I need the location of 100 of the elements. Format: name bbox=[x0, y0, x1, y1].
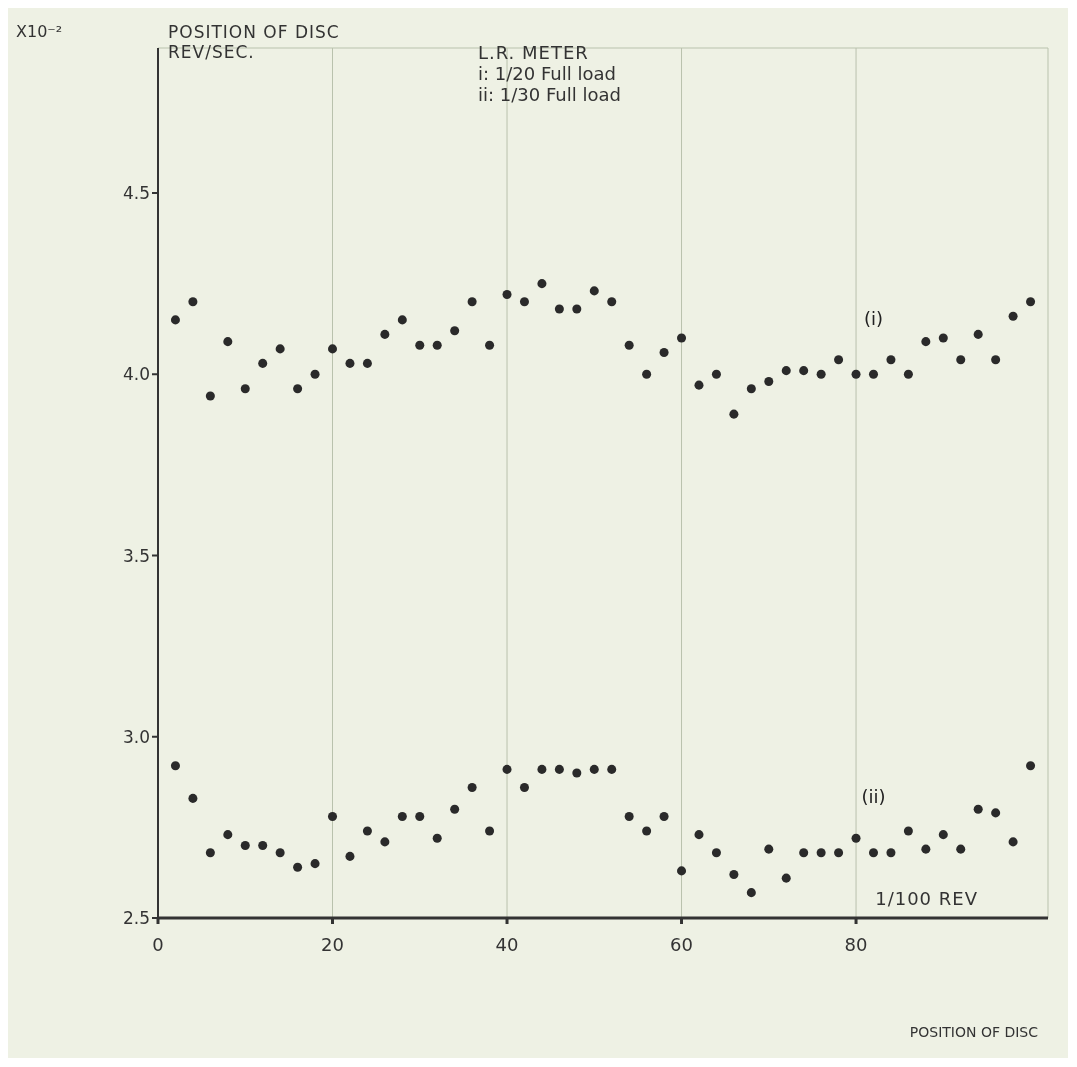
point bbox=[310, 369, 320, 379]
point bbox=[642, 826, 652, 836]
point bbox=[415, 340, 425, 350]
point bbox=[275, 848, 285, 858]
point bbox=[694, 380, 704, 390]
point bbox=[694, 830, 704, 840]
point bbox=[991, 355, 1001, 365]
point bbox=[467, 782, 477, 793]
point bbox=[293, 862, 303, 872]
point bbox=[485, 826, 495, 836]
point bbox=[642, 369, 652, 379]
chart-title: L.R. METER bbox=[478, 42, 590, 63]
x-axis-title: 1/100 REV bbox=[875, 888, 978, 909]
point bbox=[886, 848, 896, 858]
point bbox=[170, 761, 180, 771]
point bbox=[258, 358, 268, 368]
point bbox=[991, 808, 1001, 818]
point bbox=[554, 764, 564, 774]
point bbox=[432, 833, 442, 843]
series-label: (ii) bbox=[861, 786, 886, 808]
point bbox=[572, 768, 582, 778]
point bbox=[1026, 297, 1036, 307]
point bbox=[677, 333, 687, 343]
point bbox=[589, 764, 599, 774]
point bbox=[554, 304, 564, 314]
point bbox=[764, 376, 774, 387]
point bbox=[624, 811, 634, 822]
point bbox=[607, 297, 617, 307]
point bbox=[502, 289, 512, 300]
point bbox=[921, 337, 931, 347]
point bbox=[572, 304, 582, 314]
point bbox=[764, 844, 774, 854]
point bbox=[467, 297, 477, 307]
point bbox=[328, 811, 338, 822]
point bbox=[659, 811, 669, 822]
point bbox=[938, 830, 948, 840]
point bbox=[345, 851, 355, 861]
point bbox=[746, 384, 756, 394]
point bbox=[868, 369, 878, 379]
point bbox=[205, 391, 215, 401]
x-tick-label: 60 bbox=[670, 933, 693, 955]
point bbox=[519, 782, 529, 793]
point bbox=[886, 355, 896, 365]
point bbox=[973, 804, 983, 814]
y-axis-title: POSITION OF DISC REV/SEC. bbox=[168, 22, 341, 62]
point bbox=[328, 344, 338, 354]
annotation: i: 1/20 Full load bbox=[478, 63, 617, 84]
point bbox=[415, 811, 425, 822]
point bbox=[537, 764, 547, 774]
annotation: ii: 1/30 Full load bbox=[478, 84, 621, 105]
x-tick-label: 80 bbox=[844, 933, 868, 955]
point bbox=[502, 764, 512, 774]
y-tick-label: 2.5 bbox=[122, 908, 150, 929]
point bbox=[450, 326, 460, 336]
point bbox=[903, 826, 913, 836]
point bbox=[275, 344, 285, 354]
point bbox=[624, 340, 634, 350]
point bbox=[240, 840, 250, 851]
point bbox=[397, 811, 407, 822]
x-tick-label: 40 bbox=[495, 933, 519, 955]
point bbox=[851, 833, 861, 843]
point bbox=[781, 366, 791, 376]
point bbox=[607, 764, 617, 774]
x-tick-label: 20 bbox=[321, 933, 344, 955]
point bbox=[711, 369, 721, 379]
series-label: (i) bbox=[863, 307, 884, 329]
point bbox=[188, 793, 198, 803]
point bbox=[223, 337, 233, 347]
point bbox=[1008, 311, 1018, 321]
point bbox=[380, 837, 390, 847]
point bbox=[188, 297, 198, 307]
point bbox=[921, 844, 931, 854]
point bbox=[432, 340, 442, 350]
point bbox=[868, 848, 878, 858]
point bbox=[485, 340, 495, 350]
point bbox=[450, 804, 460, 814]
point bbox=[223, 830, 233, 840]
point bbox=[834, 848, 844, 858]
point bbox=[956, 844, 966, 854]
point bbox=[362, 358, 372, 368]
point bbox=[973, 329, 983, 339]
point bbox=[956, 355, 966, 365]
point bbox=[938, 333, 948, 343]
y-tick-label: 4.5 bbox=[122, 183, 150, 204]
point bbox=[170, 315, 180, 325]
text: POSITION OF DISC bbox=[909, 1024, 1038, 1040]
point bbox=[851, 369, 861, 379]
point bbox=[816, 369, 826, 379]
point bbox=[537, 279, 547, 289]
x-tick-label: 0 bbox=[152, 933, 164, 955]
point bbox=[345, 358, 355, 368]
point bbox=[677, 866, 687, 876]
point bbox=[746, 888, 756, 898]
text: X10⁻² bbox=[16, 22, 63, 41]
point bbox=[362, 826, 372, 836]
point bbox=[834, 355, 844, 365]
point bbox=[799, 366, 809, 376]
y-tick-label: 3.0 bbox=[122, 726, 150, 747]
point bbox=[380, 329, 390, 339]
point bbox=[519, 297, 529, 307]
